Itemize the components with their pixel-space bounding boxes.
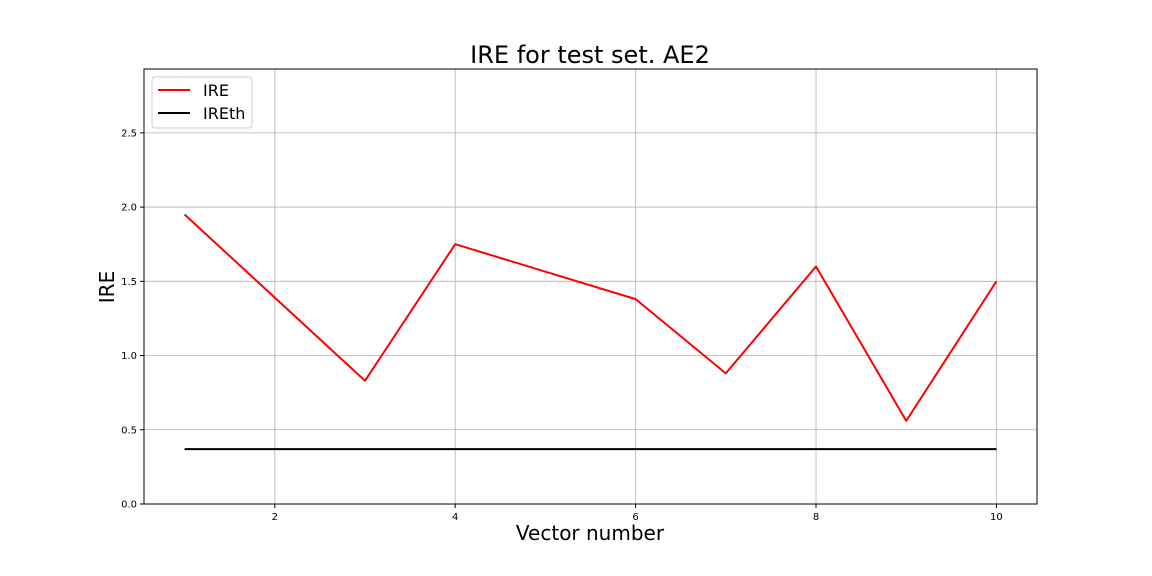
plot-frame [143,68,1038,505]
x-tick-label: 2 [272,512,278,523]
y-tick-label: 2.5 [121,128,137,139]
x-tick-label: 4 [452,512,458,523]
grid-lines [144,69,1037,505]
legend: IRE IREth [151,76,253,129]
series-group [183,213,998,451]
y-axis-label: IRE [95,271,119,303]
y-tick-label: 1.0 [121,351,137,362]
legend-label-ire: IRE [203,81,229,100]
x-tick-label: 8 [813,512,819,523]
x-tick-label: 10 [990,512,1003,523]
axis-ticks: 2 4 6 8 10 0.0 0.5 1.0 1.5 2.0 2.5 [121,128,1003,523]
y-tick-label: 2.0 [121,203,137,214]
y-tick-label: 1.5 [121,277,137,288]
legend-label-ireth: IREth [203,104,245,123]
y-tick-label: 0.0 [121,500,137,511]
chart-title: IRE for test set. AE2 [470,41,710,69]
x-axis-label: Vector number [516,521,665,545]
series-line-ire [183,213,998,422]
y-tick-label: 0.5 [121,425,137,436]
x-tick-label: 6 [632,512,638,523]
